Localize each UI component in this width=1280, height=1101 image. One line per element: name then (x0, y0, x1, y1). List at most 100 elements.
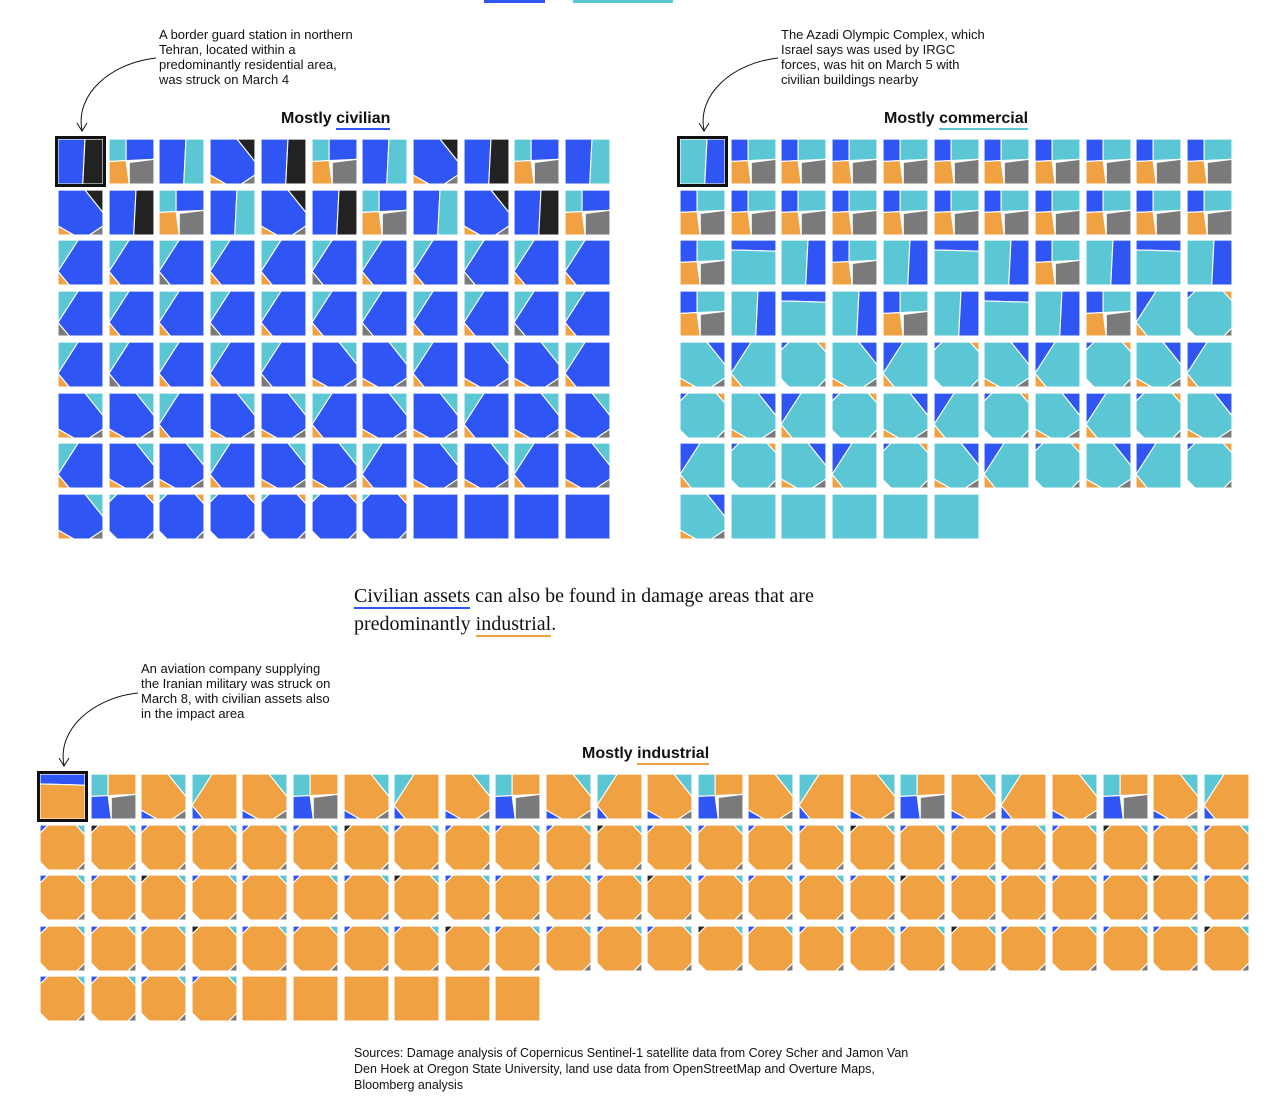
damage-area-tile (832, 341, 878, 387)
land-use-region (236, 139, 256, 163)
land-use-region (374, 809, 389, 819)
land-use-region (1162, 341, 1182, 366)
civilian-annotation: A border guard station in northern Tehra… (159, 27, 353, 87)
land-use-region (242, 875, 252, 885)
land-use-region (1136, 392, 1146, 402)
land-use-region (1189, 911, 1199, 921)
land-use-region (210, 427, 227, 438)
land-use-region (40, 774, 85, 786)
damage-area-tile (1085, 291, 1131, 337)
land-use-region (394, 925, 440, 971)
damage-area-tile (900, 824, 946, 870)
damage-area-tile (984, 443, 1030, 489)
land-use-region (175, 189, 205, 212)
land-use-region (1085, 291, 1104, 315)
land-use-region (544, 427, 560, 438)
land-use-region (210, 493, 219, 503)
land-use-region (781, 341, 827, 387)
damage-area-tile (680, 493, 725, 539)
land-use-region (933, 392, 979, 438)
land-use-region (733, 875, 743, 886)
land-use-region (495, 925, 541, 971)
damage-area-tile (680, 443, 725, 489)
land-use-region (682, 875, 693, 886)
damage-area-tile (984, 341, 1030, 387)
land-use-region (680, 139, 708, 184)
land-use-region (733, 925, 743, 937)
land-use-region (341, 377, 357, 387)
land-use-region (680, 529, 697, 539)
land-use-region (984, 139, 1002, 163)
land-use-region (430, 860, 440, 870)
land-use-region (412, 189, 441, 235)
land-use-region (799, 925, 808, 935)
land-use-region (1105, 209, 1131, 235)
damage-area-tile (210, 443, 256, 489)
land-use-region (514, 377, 532, 387)
land-use-region (183, 139, 205, 184)
land-use-region (565, 478, 582, 489)
damage-area-tile (1153, 875, 1199, 921)
land-use-region (144, 529, 154, 539)
land-use-region (210, 372, 223, 387)
damage-area-tile (882, 493, 928, 539)
damage-area-tile (565, 392, 610, 438)
land-use-region (848, 189, 878, 212)
land-use-region (40, 875, 85, 921)
damage-area-tile (514, 493, 560, 539)
damage-area-tile (680, 341, 725, 387)
land-use-region (699, 310, 725, 337)
land-use-region (680, 240, 698, 264)
land-use-region (347, 529, 357, 539)
land-use-region (919, 793, 946, 819)
land-use-region (1034, 443, 1080, 489)
land-use-region (369, 774, 389, 798)
land-use-region (430, 911, 440, 921)
damage-area-tile (311, 443, 357, 489)
land-use-region (88, 427, 103, 438)
land-use-region (494, 377, 509, 387)
damage-area-tile (58, 341, 103, 387)
land-use-region (1138, 911, 1148, 921)
land-use-region (1061, 392, 1080, 416)
damage-area-tile (311, 493, 357, 539)
damage-area-tile (882, 240, 928, 286)
land-use-region (778, 809, 794, 819)
damage-area-tile (730, 392, 776, 438)
damage-area-tile (394, 875, 440, 921)
land-use-region (1136, 377, 1154, 387)
land-use-region (1187, 240, 1215, 286)
land-use-region (346, 493, 357, 505)
land-use-region (88, 529, 103, 539)
land-use-region (141, 824, 187, 870)
land-use-region (463, 225, 481, 235)
land-use-region (159, 240, 205, 286)
land-use-region (412, 271, 425, 286)
land-use-region (900, 824, 946, 870)
land-use-region (832, 377, 849, 387)
land-use-region (227, 925, 237, 937)
land-use-region (1014, 377, 1030, 387)
land-use-region (683, 860, 693, 870)
damage-area-tile (748, 774, 794, 819)
land-use-region (141, 875, 151, 885)
land-use-region (1223, 327, 1232, 337)
land-use-region (311, 377, 329, 387)
land-use-region (765, 443, 776, 454)
land-use-region (781, 160, 803, 184)
land-use-region (882, 312, 904, 337)
land-use-region (730, 443, 776, 489)
land-use-region (680, 312, 701, 337)
land-use-region (84, 493, 103, 518)
land-use-region (849, 875, 859, 885)
damage-area-tile (730, 443, 776, 489)
land-use-region (540, 392, 560, 416)
land-use-region (379, 911, 389, 921)
land-use-region (1085, 478, 1103, 489)
land-use-region (933, 139, 952, 163)
damage-area-tile (1187, 189, 1232, 235)
land-use-region (1001, 824, 1047, 870)
land-use-region (959, 443, 979, 467)
land-use-region (1152, 139, 1182, 162)
damage-area-tile (1052, 824, 1097, 870)
